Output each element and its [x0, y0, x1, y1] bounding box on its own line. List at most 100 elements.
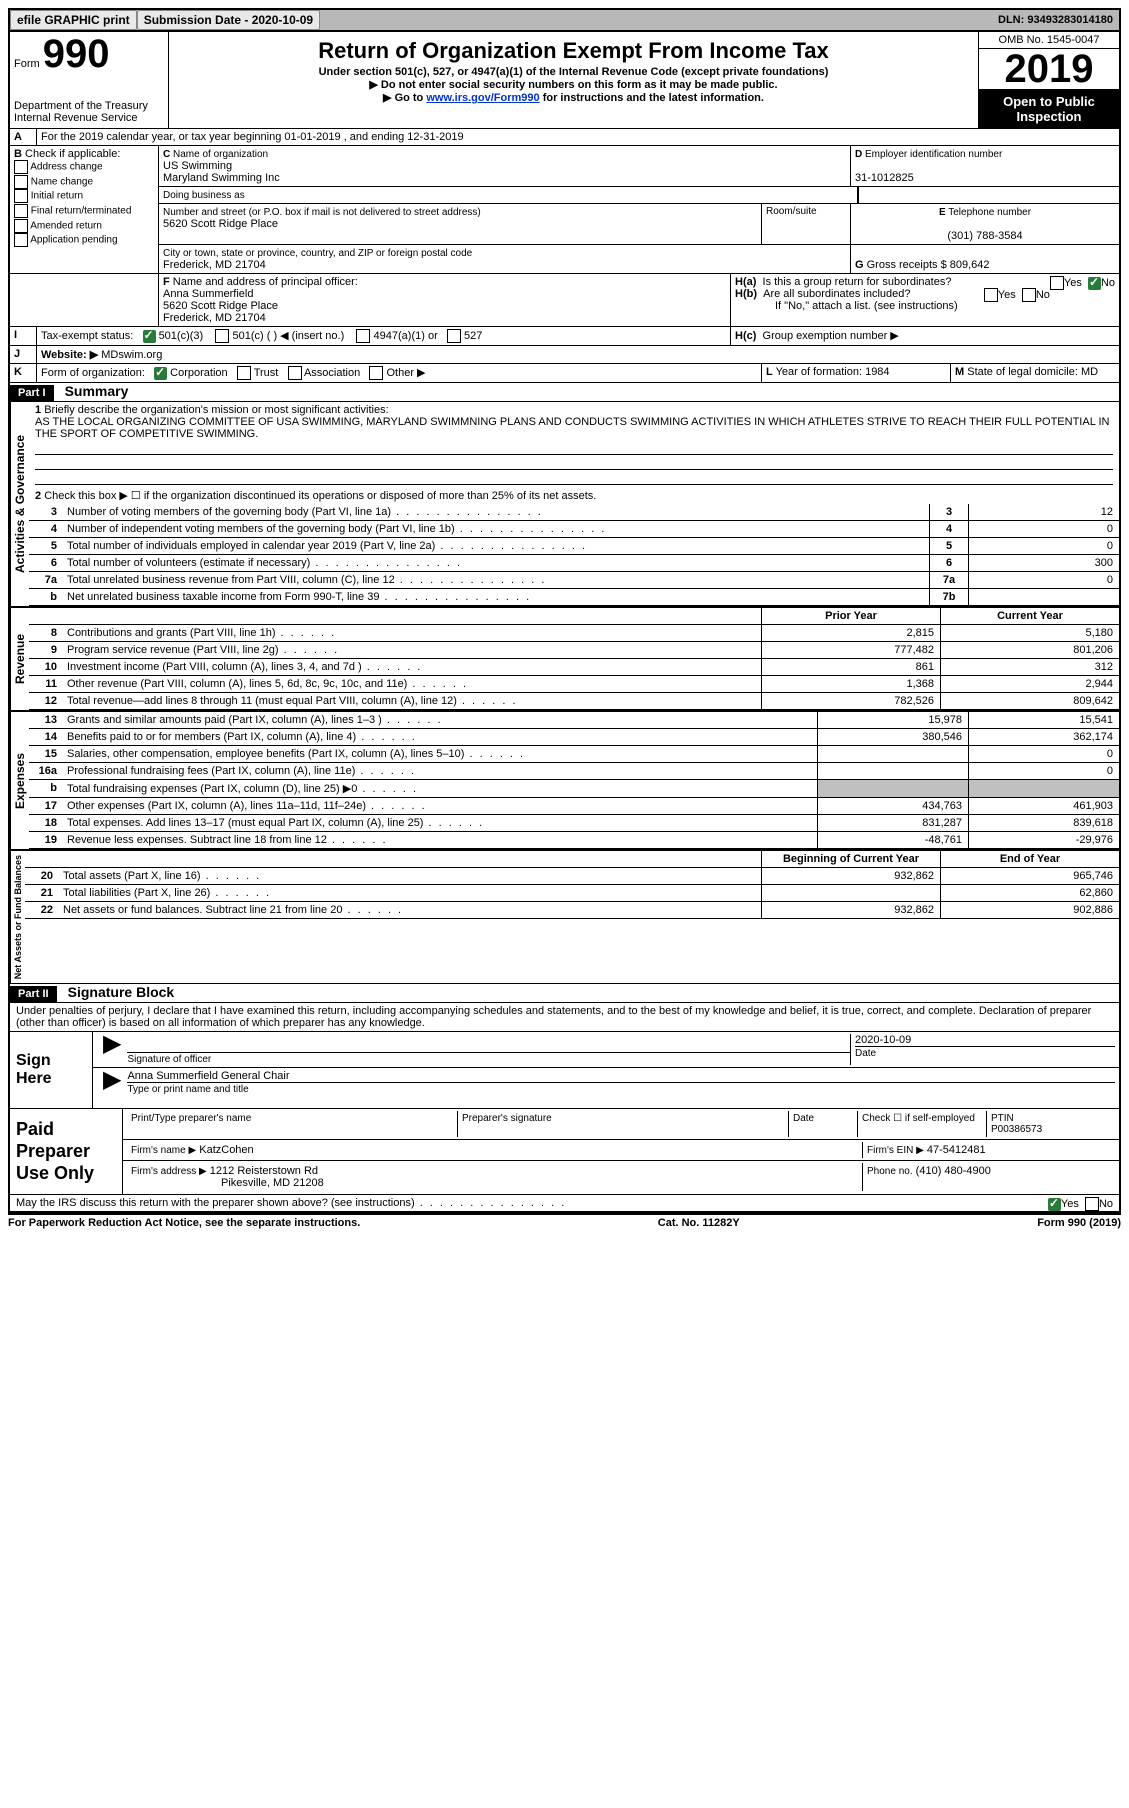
- table-row: 4Number of independent voting members of…: [29, 521, 1119, 538]
- table-row: 17Other expenses (Part IX, column (A), l…: [29, 798, 1119, 815]
- chk-address-change[interactable]: Address change: [14, 160, 154, 175]
- table-row: 11Other revenue (Part VIII, column (A), …: [29, 676, 1119, 693]
- part1-title: Summary: [57, 383, 129, 399]
- date-label: Date: [855, 1048, 876, 1059]
- table-row: 15Salaries, other compensation, employee…: [29, 746, 1119, 763]
- phone-value: (301) 788-3584: [947, 230, 1022, 242]
- city-value: Frederick, MD 21704: [163, 259, 266, 271]
- part2-header: Part II Signature Block: [10, 984, 1119, 1003]
- section-h: H(a) Is this a group return for subordin…: [731, 274, 1119, 326]
- hc-label: Group exemption number ▶: [763, 330, 899, 342]
- dln: DLN: 93493283014180: [992, 12, 1119, 28]
- chk-527[interactable]: [447, 329, 461, 343]
- firm-addr-label: Firm's address ▶: [131, 1166, 207, 1177]
- part2-label: Part II: [10, 986, 57, 1002]
- preparer-date-hdr: Date: [789, 1111, 858, 1137]
- perjury-text: Under penalties of perjury, I declare th…: [10, 1003, 1119, 1032]
- ein-cell: D Employer identification number 31-1012…: [851, 146, 1119, 186]
- officer-group-block: F Name and address of principal officer:…: [10, 274, 1119, 327]
- table-row: 3Number of voting members of the governi…: [29, 504, 1119, 521]
- chk-pending[interactable]: Application pending: [14, 233, 154, 248]
- table-row: 18Total expenses. Add lines 13–17 (must …: [29, 815, 1119, 832]
- k-label: Form of organization:: [41, 367, 145, 379]
- chk-other[interactable]: [369, 366, 383, 380]
- officer-addr1: 5620 Scott Ridge Place: [163, 300, 278, 312]
- sig-officer-label: Signature of officer: [127, 1054, 211, 1065]
- sign-here-block: Sign Here ▶ Signature of officer 2020-10…: [10, 1032, 1119, 1109]
- form-number-box: Form 990 Department of the Treasury Inte…: [10, 32, 169, 128]
- chk-amended[interactable]: Amended return: [14, 219, 154, 234]
- preparer-sig-hdr: Preparer's signature: [458, 1111, 789, 1137]
- hb-yes[interactable]: [984, 288, 998, 302]
- side-revenue: Revenue: [10, 608, 29, 710]
- city-label: City or town, state or province, country…: [163, 248, 472, 259]
- i-label: Tax-exempt status:: [41, 330, 133, 342]
- chk-name-change[interactable]: Name change: [14, 175, 154, 190]
- table-row: 6Total number of volunteers (estimate if…: [29, 555, 1119, 572]
- firm-phone-label: Phone no.: [867, 1166, 913, 1177]
- side-expenses: Expenses: [10, 712, 29, 849]
- col-begin: Beginning of Current Year: [762, 851, 941, 868]
- table-row: 9Program service revenue (Part VIII, lin…: [29, 642, 1119, 659]
- discuss-text: May the IRS discuss this return with the…: [16, 1197, 566, 1209]
- sub3-pre: Go to: [395, 92, 427, 104]
- ha-label: Is this a group return for subordinates?: [763, 276, 952, 288]
- tax-year-range: For the 2019 calendar year, or tax year …: [37, 129, 1119, 145]
- chk-corp[interactable]: [154, 367, 167, 380]
- b-label: Check if applicable:: [25, 148, 120, 160]
- discuss-yes[interactable]: [1048, 1198, 1061, 1211]
- paid-preparer-label: Paid Preparer Use Only: [10, 1109, 123, 1194]
- officer-name: Anna Summerfield: [163, 288, 254, 300]
- discuss-no[interactable]: [1085, 1197, 1099, 1211]
- line-j: J Website: ▶ MDswim.org: [10, 346, 1119, 364]
- chk-assoc[interactable]: [288, 366, 302, 380]
- expenses-table: 13Grants and similar amounts paid (Part …: [29, 712, 1119, 849]
- part1-label: Part I: [10, 385, 54, 401]
- chk-initial-return[interactable]: Initial return: [14, 189, 154, 204]
- table-row: 22Net assets or fund balances. Subtract …: [25, 902, 1119, 919]
- table-row: 14Benefits paid to or for members (Part …: [29, 729, 1119, 746]
- sig-date: 2020-10-09: [855, 1034, 911, 1046]
- room-suite: Room/suite: [762, 204, 851, 244]
- discuss-row: May the IRS discuss this return with the…: [10, 1195, 1119, 1213]
- line-a: A For the 2019 calendar year, or tax yea…: [10, 129, 1119, 146]
- subtitle-2: Do not enter social security numbers on …: [173, 78, 974, 91]
- subtitle-1: Under section 501(c), 527, or 4947(a)(1)…: [173, 66, 974, 78]
- form-title-box: Return of Organization Exempt From Incom…: [169, 32, 978, 128]
- subtitle-3: Go to www.irs.gov/Form990 for instructio…: [173, 91, 974, 104]
- ha-no[interactable]: [1088, 277, 1101, 290]
- table-row: 8Contributions and grants (Part VIII, li…: [29, 625, 1119, 642]
- org-name-1: US Swimming: [163, 160, 232, 172]
- self-employed-chk[interactable]: Check ☐ if self-employed: [858, 1111, 987, 1137]
- hb-note: If "No," attach a list. (see instruction…: [735, 300, 1115, 312]
- table-row: 7aTotal unrelated business revenue from …: [29, 572, 1119, 589]
- chk-501c[interactable]: [215, 329, 229, 343]
- table-row: 21Total liabilities (Part X, line 26)62,…: [25, 885, 1119, 902]
- footer-left: For Paperwork Reduction Act Notice, see …: [8, 1217, 360, 1229]
- sig-arrow-icon: ▶: [97, 1034, 127, 1065]
- d-label: Employer identification number: [865, 149, 1002, 160]
- gross-receipts: Gross receipts $ 809,642: [867, 259, 990, 271]
- form-title: Return of Organization Exempt From Incom…: [173, 38, 974, 64]
- line-i: I Tax-exempt status: 501(c)(3) 501(c) ( …: [10, 327, 1119, 346]
- col-prior: Prior Year: [762, 608, 941, 625]
- org-name-cell: C Name of organization US Swimming Maryl…: [159, 146, 851, 186]
- revenue-table: Prior Year Current Year 8Contributions a…: [29, 608, 1119, 710]
- mission-text: AS THE LOCAL ORGANIZING COMMITTEE OF USA…: [35, 416, 1109, 440]
- chk-trust[interactable]: [237, 366, 251, 380]
- efile-print-button[interactable]: efile GRAPHIC print: [10, 10, 137, 30]
- col-end: End of Year: [941, 851, 1120, 868]
- ha-yes[interactable]: [1050, 276, 1064, 290]
- hb-no[interactable]: [1022, 288, 1036, 302]
- form-990-page: efile GRAPHIC print Submission Date - 20…: [8, 8, 1121, 1215]
- chk-final-return[interactable]: Final return/terminated: [14, 204, 154, 219]
- firm-name: KatzCohen: [199, 1144, 253, 1156]
- side-activities: Activities & Governance: [10, 402, 29, 606]
- chk-4947[interactable]: [356, 329, 370, 343]
- phone-cell: E Telephone number (301) 788-3584: [851, 204, 1119, 244]
- f-label: Name and address of principal officer:: [173, 276, 358, 288]
- preparer-name-hdr: Print/Type preparer's name: [127, 1111, 458, 1137]
- footer-right: Form 990 (2019): [1037, 1217, 1121, 1229]
- chk-501c3[interactable]: [143, 330, 156, 343]
- irs-link[interactable]: www.irs.gov/Form990: [426, 92, 539, 104]
